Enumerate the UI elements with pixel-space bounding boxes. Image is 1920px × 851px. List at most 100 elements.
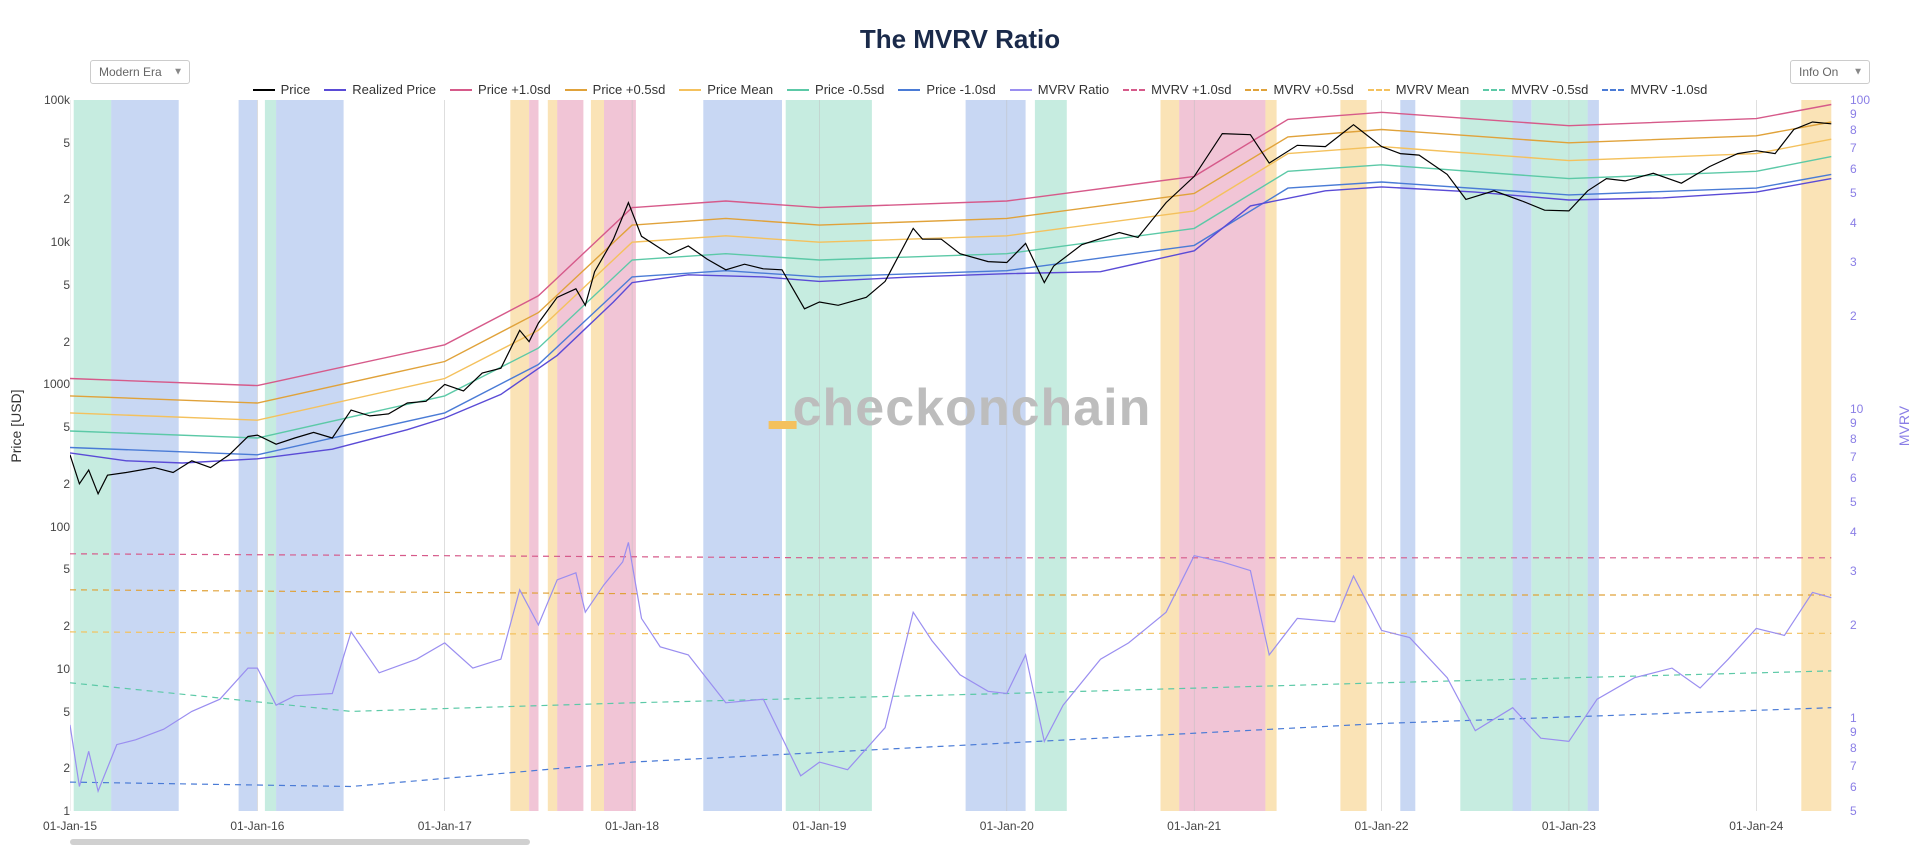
legend-swatch <box>679 89 701 91</box>
legend-label: MVRV +0.5sd <box>1273 82 1353 97</box>
legend-label: Price +0.5sd <box>593 82 666 97</box>
y-axis-left-label: Price [USD] <box>8 389 24 462</box>
y-tick-right: 100 <box>1850 93 1882 107</box>
legend-item[interactable]: MVRV Ratio <box>1010 82 1109 97</box>
highlight-region <box>1035 100 1067 811</box>
highlight-region <box>1532 100 1588 811</box>
legend-label: Price -0.5sd <box>815 82 884 97</box>
y-axis-right-label: MVRV <box>1896 405 1912 445</box>
legend-item[interactable]: MVRV +1.0sd <box>1123 82 1231 97</box>
legend-item[interactable]: MVRV -1.0sd <box>1602 82 1707 97</box>
y-tick-left: 2 <box>38 761 70 775</box>
y-tick-right: 8 <box>1850 123 1882 137</box>
legend-item[interactable]: Price -1.0sd <box>898 82 995 97</box>
legend-swatch <box>1483 89 1505 91</box>
y-tick-right: 9 <box>1850 416 1882 430</box>
chevron-down-icon: ▼ <box>173 67 183 78</box>
y-tick-left: 10k <box>38 235 70 249</box>
y-tick-right: 3 <box>1850 255 1882 269</box>
horizontal-scrollbar[interactable] <box>70 839 530 845</box>
y-tick-right: 7 <box>1850 450 1882 464</box>
x-tick: 01-Jan-17 <box>418 819 472 833</box>
y-tick-right: 5 <box>1850 804 1882 818</box>
legend-label: Price <box>281 82 311 97</box>
y-tick-right: 5 <box>1850 186 1882 200</box>
y-tick-right: 1 <box>1850 711 1882 725</box>
y-tick-left: 100 <box>38 520 70 534</box>
y-tick-right: 4 <box>1850 525 1882 539</box>
legend-item[interactable]: MVRV Mean <box>1368 82 1469 97</box>
x-tick: 01-Jan-18 <box>605 819 659 833</box>
legend-item[interactable]: MVRV -0.5sd <box>1483 82 1588 97</box>
y-tick-right: 9 <box>1850 725 1882 739</box>
y-tick-left: 2 <box>38 619 70 633</box>
y-tick-right: 2 <box>1850 309 1882 323</box>
x-tick: 01-Jan-23 <box>1542 819 1596 833</box>
legend-item[interactable]: Price <box>253 82 311 97</box>
y-tick-right: 6 <box>1850 162 1882 176</box>
legend-swatch <box>1123 89 1145 91</box>
highlight-region <box>1513 100 1532 811</box>
legend-label: MVRV +1.0sd <box>1151 82 1231 97</box>
legend-item[interactable]: Price +0.5sd <box>565 82 666 97</box>
legend-label: Price +1.0sd <box>478 82 551 97</box>
legend-item[interactable]: Price +1.0sd <box>450 82 551 97</box>
y-tick-right: 5 <box>1850 495 1882 509</box>
y-tick-left: 5 <box>38 278 70 292</box>
legend-label: MVRV Ratio <box>1038 82 1109 97</box>
legend-label: Realized Price <box>352 82 436 97</box>
highlight-region <box>1460 100 1513 811</box>
legend-item[interactable]: Price Mean <box>679 82 773 97</box>
legend: Price Realized Price Price +1.0sd Price +0.… <box>90 82 1870 97</box>
x-tick: 01-Jan-15 <box>43 819 97 833</box>
legend-swatch <box>450 89 472 91</box>
y-tick-left: 1000 <box>38 377 70 391</box>
legend-item[interactable]: Realized Price <box>324 82 436 97</box>
legend-swatch <box>1368 89 1390 91</box>
chevron-down-icon: ▼ <box>1853 67 1863 78</box>
y-tick-left: 2 <box>38 335 70 349</box>
y-tick-right: 8 <box>1850 432 1882 446</box>
legend-swatch <box>898 89 920 91</box>
legend-label: Price Mean <box>707 82 773 97</box>
legend-swatch <box>1245 89 1267 91</box>
x-tick: 01-Jan-16 <box>230 819 284 833</box>
y-tick-right: 7 <box>1850 141 1882 155</box>
y-tick-right: 10 <box>1850 402 1882 416</box>
y-tick-left: 2 <box>38 192 70 206</box>
legend-label: MVRV -0.5sd <box>1511 82 1588 97</box>
legend-swatch <box>253 89 275 91</box>
y-tick-left: 1 <box>38 804 70 818</box>
legend-label: Price -1.0sd <box>926 82 995 97</box>
legend-label: MVRV -1.0sd <box>1630 82 1707 97</box>
y-tick-right: 2 <box>1850 618 1882 632</box>
legend-item[interactable]: Price -0.5sd <box>787 82 884 97</box>
era-dropdown-label: Modern Era <box>99 65 162 79</box>
legend-swatch <box>787 89 809 91</box>
y-tick-left: 5 <box>38 420 70 434</box>
chart-canvas[interactable] <box>70 100 1850 811</box>
y-tick-right: 6 <box>1850 471 1882 485</box>
y-tick-right: 8 <box>1850 741 1882 755</box>
legend-swatch <box>1602 89 1624 91</box>
era-dropdown[interactable]: Modern Era ▼ <box>90 60 190 84</box>
y-tick-right: 9 <box>1850 107 1882 121</box>
legend-swatch <box>1010 89 1032 91</box>
y-tick-right: 7 <box>1850 759 1882 773</box>
y-tick-left: 100k <box>38 93 70 107</box>
y-tick-right: 6 <box>1850 780 1882 794</box>
x-tick: 01-Jan-24 <box>1729 819 1783 833</box>
info-dropdown[interactable]: Info On ▼ <box>1790 60 1870 84</box>
info-dropdown-label: Info On <box>1799 65 1838 79</box>
y-tick-left: 10 <box>38 662 70 676</box>
y-tick-left: 2 <box>38 477 70 491</box>
legend-swatch <box>324 89 346 91</box>
legend-label: MVRV Mean <box>1396 82 1469 97</box>
x-tick: 01-Jan-20 <box>980 819 1034 833</box>
legend-item[interactable]: MVRV +0.5sd <box>1245 82 1353 97</box>
y-tick-right: 3 <box>1850 564 1882 578</box>
y-tick-left: 5 <box>38 705 70 719</box>
legend-swatch <box>565 89 587 91</box>
highlight-region <box>111 100 179 811</box>
x-tick: 01-Jan-19 <box>792 819 846 833</box>
